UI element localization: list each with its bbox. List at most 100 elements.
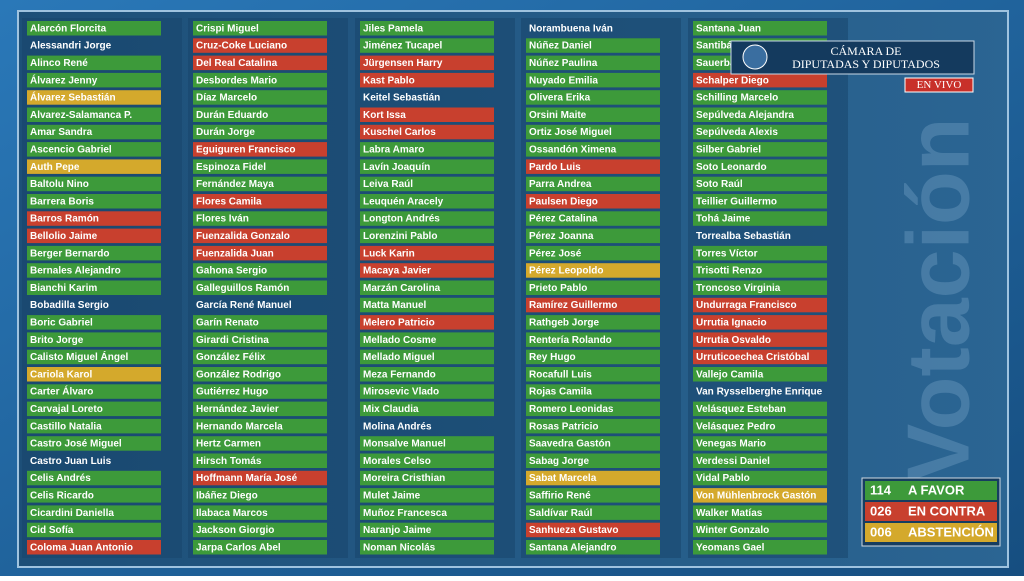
- member-name: Calisto Miguel Ángel: [30, 350, 129, 363]
- member-name: Muñoz Francesca: [363, 508, 447, 519]
- vote-cell: [27, 436, 161, 451]
- member-name: Alinco René: [30, 58, 88, 69]
- vote-cell: [193, 245, 327, 261]
- total-count: 026: [870, 503, 892, 518]
- vote-cell: [693, 418, 827, 434]
- vote-cell: [526, 315, 660, 330]
- member-name: Saavedra Gastón: [529, 439, 611, 450]
- member-name: Urrutia Osvaldo: [696, 335, 771, 346]
- vote-cell: [526, 384, 660, 399]
- member-name: Ramírez Guillermo: [529, 300, 617, 311]
- total-row: [865, 502, 997, 521]
- member-name: Kuschel Carlos: [363, 127, 436, 138]
- member-name: Rosas Patricio: [529, 421, 598, 432]
- logo: CÁMARA DE DIPUTADAS Y DIPUTADOS EN VIVO: [730, 40, 975, 93]
- vote-cell: [193, 280, 327, 295]
- member-name: Boric Gabriel: [30, 318, 93, 329]
- vote-cell: [27, 124, 161, 140]
- member-name: Santana Juan: [696, 23, 761, 34]
- member-name: Nuyado Emilia: [529, 75, 598, 86]
- member-name: Macaya Javier: [363, 266, 431, 277]
- member-name: Velásquez Esteban: [696, 404, 786, 415]
- total-label: EN CONTRA: [908, 503, 986, 518]
- vote-cell: [693, 453, 827, 468]
- member-name: Mirosevic Vlado: [363, 387, 439, 398]
- member-name: Alvarez-Salamanca P.: [30, 110, 132, 121]
- member-name: Jiles Pamela: [363, 23, 423, 34]
- vote-cell: [360, 540, 494, 555]
- member-name: Monsalve Manuel: [363, 439, 446, 450]
- vote-cell: [27, 90, 161, 105]
- member-name: Flores Camila: [196, 196, 262, 207]
- vote-cell: [360, 21, 494, 36]
- member-name: Undurraga Francisco: [696, 300, 797, 311]
- member-name: Melero Patricio: [363, 318, 435, 329]
- vote-cell: [27, 315, 161, 330]
- member-name: Sabag Jorge: [529, 456, 589, 467]
- member-name: Flores Iván: [196, 214, 249, 225]
- vote-cell: [360, 332, 494, 347]
- member-name: Ilabaca Marcos: [196, 508, 268, 519]
- vote-cell: [360, 107, 494, 122]
- vote-cell: [193, 418, 327, 434]
- member-name: Durán Jorge: [196, 127, 255, 138]
- member-name: Hoffmann María José: [196, 473, 298, 484]
- vote-cell: [360, 470, 494, 486]
- member-name: Labra Amaro: [363, 145, 424, 156]
- vote-cell: [360, 453, 494, 468]
- vote-cell: [693, 522, 827, 538]
- vote-cell: [193, 540, 327, 555]
- vote-cell: [360, 505, 494, 520]
- vote-cell: [526, 349, 660, 365]
- vote-cell: [360, 349, 494, 365]
- member-name: Noman Nicolás: [363, 542, 436, 553]
- vote-cell: [193, 55, 327, 71]
- vote-cell: [360, 176, 494, 192]
- vote-cell: [193, 90, 327, 105]
- vote-cell: [693, 194, 827, 209]
- vote-cell: [360, 297, 494, 313]
- vote-cell: [693, 367, 827, 382]
- vote-cell: [27, 176, 161, 192]
- member-name: Molina Andrés: [363, 421, 432, 432]
- member-name: Hernando Marcela: [196, 421, 283, 432]
- vote-cell: [27, 280, 161, 295]
- vote-cell: [360, 55, 494, 71]
- vote-cell: [360, 38, 494, 53]
- vote-cell: [193, 470, 327, 486]
- vote-cell: [526, 194, 660, 209]
- member-name: Fuenzalida Juan: [196, 248, 274, 259]
- vote-cell: [693, 315, 827, 330]
- member-name: Torrealba Sebastián: [696, 231, 791, 242]
- member-name: Kort Issa: [363, 110, 406, 121]
- member-name: Gahona Sergio: [196, 266, 267, 277]
- member-name: Berger Bernardo: [30, 248, 109, 259]
- member-name: Sabat Marcela: [529, 473, 597, 484]
- vote-cell: [693, 505, 827, 520]
- vote-cell: [193, 72, 327, 88]
- vote-cell: [193, 332, 327, 347]
- member-name: Tohá Jaime: [696, 214, 751, 225]
- vote-cell: [360, 194, 494, 209]
- vote-cell: [27, 21, 161, 36]
- vote-cell: [27, 142, 161, 157]
- member-name: Mellado Cosme: [363, 335, 437, 346]
- total-row: [865, 523, 997, 542]
- member-name: Jiménez Tucapel: [363, 41, 443, 52]
- vote-cell: [193, 453, 327, 468]
- member-name: Bernales Alejandro: [30, 266, 121, 277]
- vote-cell: [526, 228, 660, 244]
- member-name: Silber Gabriel: [696, 145, 761, 156]
- vote-cell: [526, 245, 660, 261]
- member-name: Barrera Boris: [30, 196, 94, 207]
- vote-cell: [27, 401, 161, 417]
- member-name: Carvajal Loreto: [30, 404, 103, 415]
- member-name: Prieto Pablo: [529, 283, 587, 294]
- member-name: Bobadilla Sergio: [30, 300, 109, 311]
- member-name: Schalper Diego: [696, 75, 769, 86]
- vote-cell: [27, 349, 161, 365]
- member-name: Torres Víctor: [696, 248, 758, 259]
- member-name: Cruz-Coke Luciano: [196, 41, 287, 52]
